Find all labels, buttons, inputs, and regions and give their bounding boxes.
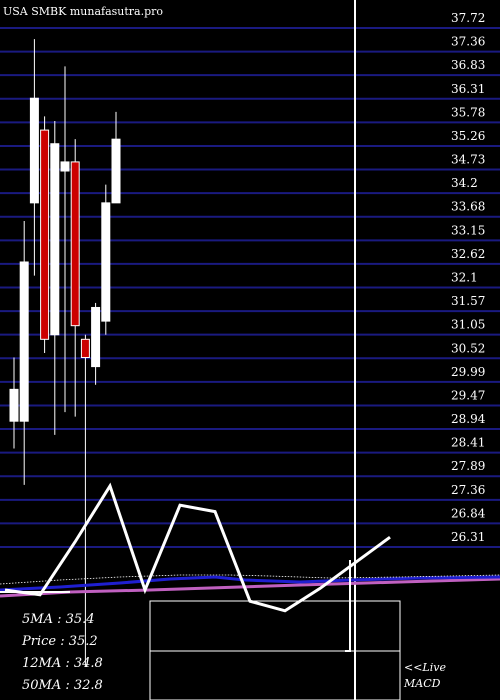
y-tick-label: 31.05 [451, 318, 485, 332]
y-tick-label: 26.31 [451, 530, 485, 544]
y-tick-label: 37.72 [451, 11, 485, 25]
y-tick-label: 29.47 [451, 388, 485, 402]
y-tick-label: 27.36 [451, 483, 485, 497]
y-tick-label: 33.68 [451, 200, 485, 214]
candle-body [60, 161, 70, 172]
info-price: Price : 35.2 [22, 634, 98, 649]
y-tick-label: 28.94 [451, 412, 486, 426]
y-tick-label: 34.2 [451, 176, 478, 190]
live-step [345, 560, 351, 652]
y-tick-label: 30.52 [451, 341, 485, 355]
y-tick-label: 31.57 [451, 294, 485, 308]
y-tick-label: 37.36 [451, 35, 485, 49]
y-tick-label: 35.26 [451, 129, 485, 143]
candle-body [91, 306, 101, 368]
candle-body [9, 388, 19, 422]
info-12ma: 12MA : 34.8 [22, 656, 103, 671]
y-tick-label: 29.99 [451, 365, 485, 379]
macd-label: MACD [404, 677, 441, 690]
y-tick-label: 36.31 [451, 82, 485, 96]
y-tick-label: 32.62 [451, 247, 485, 261]
y-tick-label: 35.78 [451, 105, 485, 119]
info-50ma: 50MA : 32.8 [22, 678, 103, 693]
candle-body [29, 97, 39, 204]
candle-body [40, 129, 50, 340]
chart-title: USA SMBK munafasutra.pro [3, 5, 163, 18]
candle-body [111, 138, 121, 204]
candle-body [50, 143, 60, 336]
y-tick-label: 36.83 [451, 58, 485, 72]
y-tick-label: 32.1 [451, 271, 478, 285]
info-5ma: 5MA : 35.4 [22, 612, 95, 627]
candle-body [19, 261, 29, 422]
ma-blue-line [0, 575, 500, 592]
y-tick-label: 27.89 [451, 459, 485, 473]
y-tick-label: 26.84 [451, 506, 486, 520]
candle-body [101, 202, 111, 322]
macd-line [4, 482, 391, 613]
candle-body [80, 338, 90, 359]
y-tick-label: 33.15 [451, 223, 485, 237]
y-tick-label: 28.41 [451, 436, 485, 450]
live-label[interactable]: <<Live [404, 661, 446, 674]
candle-body [70, 161, 80, 327]
y-tick-label: 34.73 [451, 153, 485, 167]
